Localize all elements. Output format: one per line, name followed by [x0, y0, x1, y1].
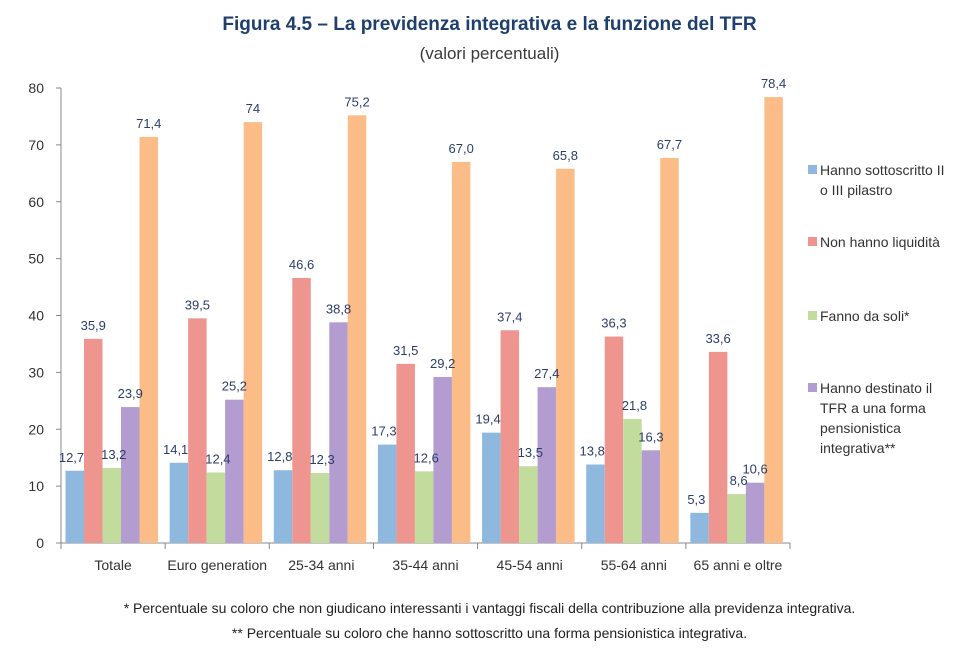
- bar: [225, 399, 244, 543]
- bar: [660, 157, 679, 544]
- y-tick-label: 0: [36, 535, 44, 551]
- bar: [188, 318, 207, 543]
- data-label: 12,3: [309, 452, 334, 467]
- data-label: 25,2: [222, 379, 247, 394]
- bar: [396, 363, 415, 543]
- bar: [745, 482, 765, 543]
- y-tick-label: 60: [28, 194, 44, 210]
- data-label: 65,8: [553, 148, 578, 163]
- data-label: 33,6: [705, 331, 730, 346]
- legend-swatch: [808, 237, 817, 246]
- bar: [451, 161, 471, 543]
- legend-item-fanno-da-soli: Fanno da soli*: [808, 306, 978, 326]
- data-label: 23,9: [118, 386, 143, 401]
- data-label: 19,4: [475, 412, 500, 427]
- bar: [500, 330, 520, 543]
- legend-item-liquidita: Non hanno liquidità: [808, 232, 978, 252]
- bar: [377, 444, 397, 543]
- legend-swatch: [808, 165, 817, 174]
- data-label: 12,7: [59, 450, 84, 465]
- x-tick-label: 55-64 anni: [601, 557, 667, 573]
- data-label: 46,6: [289, 257, 314, 272]
- legend-swatch: [808, 311, 817, 320]
- x-tick-label: 35-44 anni: [392, 557, 458, 573]
- data-label: 5,3: [687, 492, 705, 507]
- chart-subtitle: (valori percentuali): [419, 44, 560, 63]
- y-tick-label: 50: [28, 251, 44, 267]
- data-label: 21,8: [622, 398, 647, 413]
- data-label: 16,3: [638, 429, 663, 444]
- x-tick-label: Euro generation: [167, 557, 267, 573]
- bar: [604, 336, 624, 543]
- bar: [727, 494, 746, 543]
- bar: [433, 376, 452, 543]
- y-tick-label: 70: [28, 137, 44, 153]
- bar: [764, 97, 783, 543]
- data-label: 17,3: [371, 424, 396, 439]
- data-label: 13,8: [580, 444, 605, 459]
- bar: [482, 432, 501, 543]
- data-label: 67,7: [657, 137, 682, 152]
- bar: [556, 168, 575, 543]
- data-label: 35,9: [81, 318, 106, 333]
- bar: [102, 467, 121, 543]
- legend-item-tfr: Hanno destinato il TFR a una forma pension…: [808, 378, 978, 458]
- x-tick-label: Totale: [94, 557, 132, 573]
- data-label: 78,4: [761, 76, 786, 91]
- bar: [292, 277, 311, 543]
- data-label: 12,4: [205, 451, 230, 466]
- bar: [139, 136, 158, 543]
- x-tick-label: 45-54 anni: [497, 557, 563, 573]
- y-tick-label: 20: [28, 421, 44, 437]
- bar: [414, 471, 434, 543]
- bar: [243, 122, 263, 543]
- bar: [708, 351, 728, 543]
- data-label: 10,6: [742, 462, 767, 477]
- bar: [519, 466, 538, 543]
- bar: [641, 450, 661, 543]
- data-label: 74: [246, 101, 260, 116]
- data-label: 75,2: [344, 94, 369, 109]
- bar: [273, 470, 293, 543]
- bar: [169, 462, 189, 543]
- data-label: 27,4: [534, 366, 559, 381]
- chart-title: Figura 4.5 – La previdenza integrativa e…: [222, 14, 757, 35]
- data-label: 71,4: [136, 116, 161, 131]
- bar: [121, 407, 140, 543]
- data-label: 29,2: [430, 356, 455, 371]
- data-label: 36,3: [601, 316, 626, 331]
- bar: [586, 464, 605, 543]
- footnote-2: ** Percentuale su coloro che hanno sotto…: [231, 625, 748, 641]
- data-label: 67,0: [449, 141, 474, 156]
- bar: [537, 387, 557, 543]
- data-label: 13,5: [518, 445, 543, 460]
- data-label: 12,8: [267, 449, 292, 464]
- bar: [329, 322, 348, 543]
- y-tick-label: 30: [28, 364, 44, 380]
- data-label: 12,6: [414, 450, 439, 465]
- data-label: 13,2: [101, 447, 126, 462]
- data-label: 38,8: [326, 301, 351, 316]
- data-label: 37,4: [497, 309, 522, 324]
- bar: [206, 472, 226, 543]
- bar: [623, 419, 642, 543]
- bar: [65, 470, 84, 543]
- y-tick-label: 10: [28, 478, 44, 494]
- y-tick-label: 40: [28, 308, 44, 324]
- legend-swatch: [808, 383, 817, 392]
- footnote-1: * Percentuale su coloro che non giudican…: [123, 600, 856, 616]
- x-tick-label: 25-34 anni: [288, 557, 354, 573]
- bar: [347, 115, 367, 544]
- bar: [690, 512, 709, 543]
- bar: [310, 473, 330, 543]
- data-label: 14,1: [163, 442, 188, 457]
- legend-item-sottoscritto: Hanno sottoscritto II o III pilastro: [808, 160, 978, 200]
- data-label: 39,5: [185, 297, 210, 312]
- x-tick-label: 65 anni e oltre: [694, 557, 783, 573]
- data-label: 31,5: [393, 343, 418, 358]
- bar: [84, 338, 103, 543]
- y-tick-label: 80: [28, 80, 44, 96]
- data-label: 8,6: [730, 473, 748, 488]
